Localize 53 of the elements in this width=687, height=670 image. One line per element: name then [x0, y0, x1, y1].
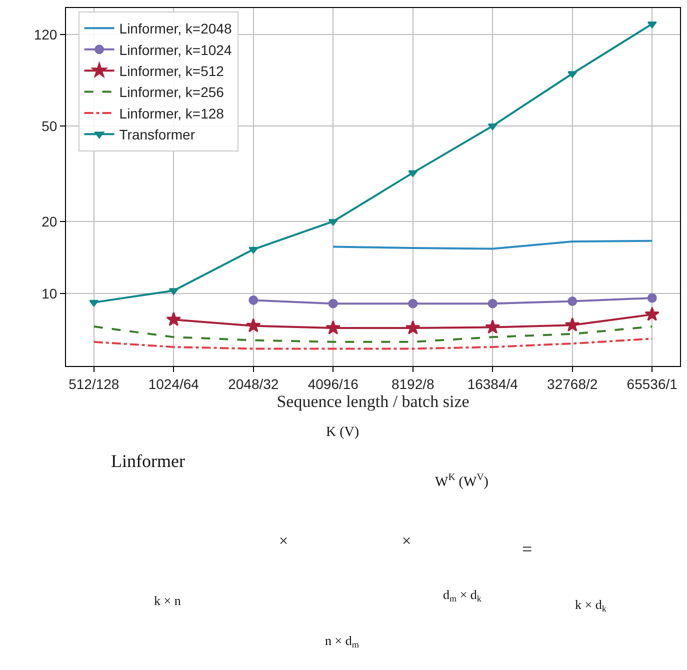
text: × [279, 533, 288, 550]
line-series [92, 338, 654, 350]
point [408, 170, 418, 178]
point [488, 298, 498, 308]
text: n × d$_{m}$ [325, 633, 359, 650]
y-tick-label: 10 [42, 286, 58, 302]
legend-label: Linformer, k=128 [119, 105, 224, 122]
text: k × n [154, 593, 182, 608]
x-tick-label: 32768/2 [547, 376, 598, 392]
x-tick-label: 16384/4 [467, 376, 518, 392]
legend-label: Linformer, k=256 [119, 84, 224, 100]
point [328, 218, 338, 226]
point [166, 312, 182, 326]
point [564, 317, 580, 332]
point [405, 320, 420, 334]
point [647, 21, 657, 28]
x-tick-label: 8192/8 [391, 376, 434, 392]
text: Linformer [111, 451, 185, 471]
point [647, 293, 657, 303]
text: d$_{m}$ × d$_{k}$ [443, 587, 482, 604]
point [89, 300, 99, 307]
line-series [92, 326, 654, 343]
x-tick-label: 512/128 [68, 376, 120, 392]
text: × [402, 533, 412, 550]
point [568, 71, 578, 78]
legend-label: Linformer, k=512 [119, 63, 224, 80]
point [326, 320, 341, 334]
y-tick-label: 20 [42, 213, 58, 230]
point [408, 298, 418, 308]
y-tick-label: 50 [42, 118, 58, 134]
point [246, 318, 261, 332]
text: W$^{K}$ (W$^{V}$) [435, 472, 489, 490]
x-tick-label: 1024/64 [148, 376, 200, 392]
y-tick-label: 120 [34, 26, 58, 43]
point [485, 320, 500, 334]
x-tick-label: 4096/16 [308, 376, 359, 392]
x-tick-label: 65536/1 [626, 376, 678, 392]
text: = [522, 539, 532, 559]
legend-label: Linformer, k=2048 [119, 20, 232, 37]
point [168, 288, 178, 295]
x-axis-title: Sequence length / batch size [276, 392, 470, 412]
line-series [332, 240, 654, 250]
legend-label: Linformer, k=1024 [119, 42, 232, 58]
point [568, 296, 578, 306]
point [644, 306, 660, 321]
text: K (V) [326, 425, 360, 440]
text: k × d$_{k}$ [575, 597, 607, 614]
point [488, 123, 498, 130]
point [328, 298, 338, 308]
legend-label: Transformer [119, 126, 196, 143]
x-tick-label: 2048/32 [228, 376, 279, 392]
point [248, 295, 258, 305]
point [248, 246, 258, 254]
